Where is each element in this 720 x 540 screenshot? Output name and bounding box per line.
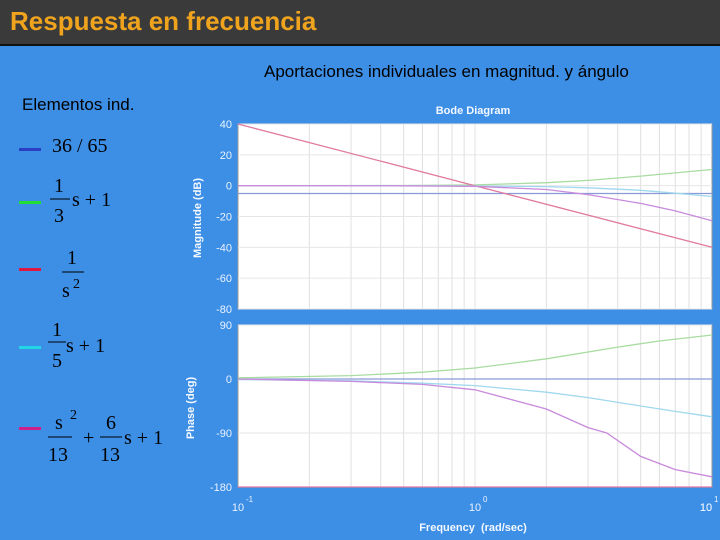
legend-formula-2-den: 3: [54, 205, 64, 227]
legend-formula-4-num: 1: [52, 319, 62, 341]
legend-formula-2-num: 1: [54, 175, 64, 197]
phase-ylabel: Phase (deg): [185, 376, 197, 439]
x-tick-label: 10: [232, 502, 244, 514]
x-tick-label: 10: [700, 502, 712, 514]
legend-formula-1: 36 / 65: [52, 135, 108, 157]
legend-swatch-2: [19, 201, 41, 204]
legend-formula-5-rest: s + 1: [124, 427, 163, 449]
legend: 36 / 65 1 3 s + 1 1 s 2 1 5 s + 1 s 2 13…: [19, 135, 163, 466]
legend-swatch-3: [19, 268, 41, 271]
legend-swatch-4: [19, 346, 41, 349]
title-bar: Respuesta en frecuencia: [0, 0, 720, 46]
chart-title: Bode Diagram: [436, 105, 511, 117]
magnitude-series-5: [237, 185, 713, 222]
x-tick-exponent: 1: [714, 495, 719, 504]
magnitude-ytick-label: 0: [226, 181, 232, 193]
x-tick-exponent: 0: [483, 495, 488, 504]
magnitude-panel: 40 20 0 -20 -40 -60 -80: [216, 119, 713, 316]
phase-ytick-label: -180: [210, 482, 232, 494]
x-tick-label: 10: [469, 502, 481, 514]
phase-panel: 90 0 -90 -180: [210, 320, 713, 494]
legend-swatch-5: [19, 427, 41, 430]
legend-swatch-1: [19, 148, 41, 151]
magnitude-ytick-label: -80: [216, 304, 232, 316]
magnitude-ytick-label: -40: [216, 242, 232, 254]
legend-formula-3-exp: 2: [73, 277, 80, 292]
legend-formula-3-num: 1: [67, 247, 77, 269]
phase-ytick-label: 0: [226, 374, 232, 386]
legend-formula-5-den1: 13: [48, 444, 68, 466]
magnitude-ytick-label: 40: [220, 119, 232, 131]
magnitude-ytick-label: 20: [220, 150, 232, 162]
legend-formula-4-rest: s + 1: [66, 335, 105, 357]
magnitude-ylabel: Magnitude (dB): [192, 178, 204, 258]
x-tick-exponent: -1: [246, 495, 254, 504]
elements-label: Elementos ind.: [22, 95, 135, 114]
legend-formula-4-den: 5: [52, 350, 62, 372]
phase-ytick-label: 90: [220, 320, 232, 332]
phase-series-2: [237, 334, 713, 379]
legend-formula-3-den: s: [62, 280, 70, 302]
phase-series-4: [237, 378, 713, 418]
x-tick-label: 10: [700, 502, 712, 514]
legend-formula-5-den2: 13: [100, 444, 120, 466]
legend-formula-5-num2: 6: [106, 412, 116, 434]
slide-title: Respuesta en frecuencia: [10, 6, 317, 36]
legend-formula-2-rest: s + 1: [72, 189, 111, 211]
phase-ytick-label: -90: [216, 428, 232, 440]
magnitude-ytick-label: -60: [216, 273, 232, 285]
phase-series-5: [237, 378, 713, 478]
x-axis-label: Frequency (rad/sec): [419, 522, 527, 534]
slide-subtitle: Aportaciones individuales en magnitud. y…: [264, 62, 629, 81]
legend-formula-5-num1: s: [55, 412, 63, 434]
legend-formula-5-exp: 2: [70, 408, 77, 423]
magnitude-ytick-label: -20: [216, 212, 232, 224]
legend-formula-5-plus: +: [83, 427, 94, 449]
